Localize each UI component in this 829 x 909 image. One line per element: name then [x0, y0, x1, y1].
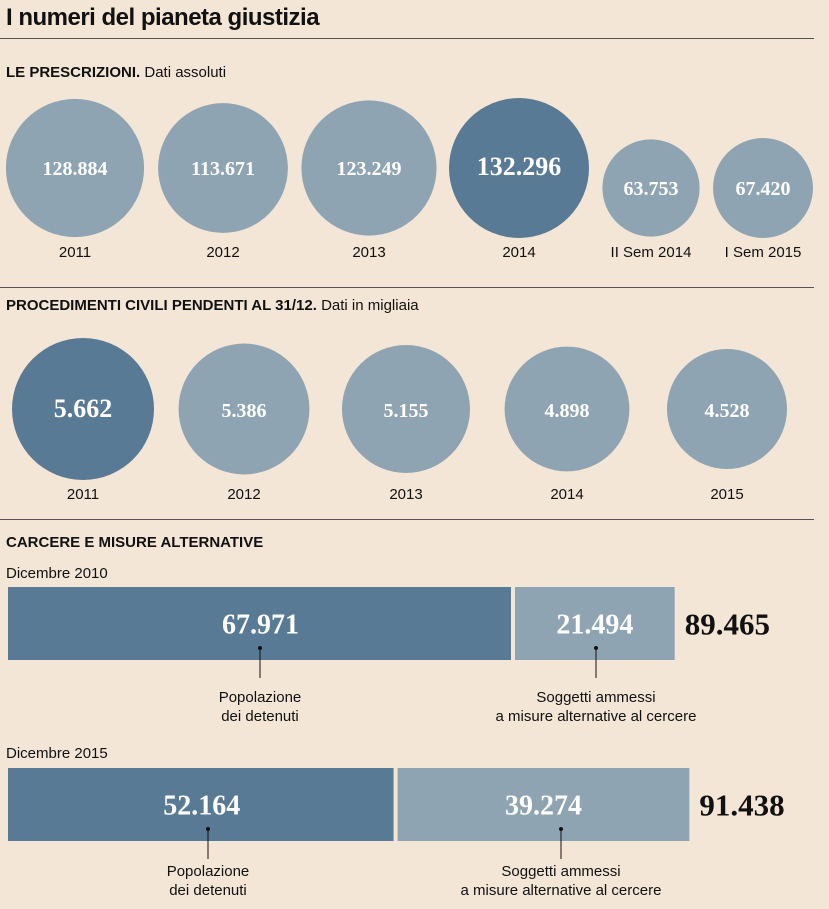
bubble-category-label: 2012 [227, 486, 260, 503]
bubble-2013 [341, 344, 471, 474]
bubble-2014 [504, 346, 630, 472]
leader-dot [559, 827, 563, 831]
page-title: I numeri del pianeta giustizia [6, 4, 320, 31]
bar-value-label: 21.494 [556, 610, 633, 641]
section-header-prescrizioni: LE PRESCRIZIONI. Dati assoluti [6, 64, 226, 81]
bubble-ii-sem-2014 [602, 139, 700, 237]
bar-value-label: 67.971 [222, 610, 299, 641]
bubble-category-label: 2015 [710, 486, 743, 503]
bubble-value-label: 113.671 [191, 158, 255, 180]
bubble-category-label: II Sem 2014 [611, 244, 692, 261]
bar-total-label: 89.465 [685, 607, 770, 642]
bubble-category-label: 2014 [502, 244, 535, 261]
bubble-category-label: I Sem 2015 [725, 244, 802, 261]
row-label-2015: Dicembre 2015 [6, 745, 108, 762]
bubble-2014 [449, 98, 589, 238]
bubble-category-label: 2012 [206, 244, 239, 261]
section-subtitle: Dati in migliaia [321, 297, 419, 314]
bar-note-misure-2010: Soggetti ammessi a misure alternative al… [495, 689, 697, 725]
section-title: LE PRESCRIZIONI. [6, 64, 141, 81]
bubble-category-label: 2013 [389, 486, 422, 503]
leader-dot [206, 827, 210, 831]
bar-note-misure-2015: Soggetti ammessi a misure alternative al… [460, 863, 662, 899]
section-header-carcere: CARCERE E MISURE ALTERNATIVE [6, 534, 263, 551]
bubble-value-label: 132.296 [477, 152, 562, 181]
bubble-i-sem-2015 [713, 138, 813, 238]
divider [0, 519, 814, 520]
divider [0, 38, 814, 39]
bar-total-label: 91.438 [699, 788, 784, 823]
bubble-value-label: 4.528 [705, 400, 750, 422]
section-header-procedimenti: PROCEDIMENTI CIVILI PENDENTI AL 31/12. D… [6, 297, 419, 314]
section-subtitle: Dati assoluti [144, 64, 227, 81]
bar-note-detenuti-2015: Popolazione dei detenuti [166, 863, 250, 899]
bubble-2015 [666, 348, 788, 470]
bar-segment-misure [397, 768, 690, 841]
bar-segment-detenuti [8, 768, 394, 841]
bar-value-label: 39.274 [505, 791, 582, 822]
bubble-2011 [12, 338, 154, 480]
section-title: CARCERE E MISURE ALTERNATIVE [6, 534, 264, 551]
bubble-value-label: 63.753 [624, 178, 679, 200]
bubble-2013 [301, 100, 437, 236]
bubble-value-label: 5.155 [384, 400, 429, 422]
bubble-2012 [158, 103, 288, 233]
leader-dot [258, 646, 262, 650]
bar-note-detenuti-2010: Popolazione dei detenuti [218, 689, 302, 725]
bubble-2012 [178, 343, 310, 475]
bubble-category-label: 2014 [550, 486, 583, 503]
bubble-value-label: 5.386 [222, 400, 267, 422]
section-title: PROCEDIMENTI CIVILI PENDENTI AL 31/12. [6, 297, 317, 314]
bubble-value-label: 5.662 [54, 394, 113, 423]
bubble-2011 [5, 98, 145, 238]
bubble-value-label: 4.898 [545, 400, 590, 422]
bubble-category-label: 2011 [67, 486, 99, 503]
bubble-value-label: 128.884 [43, 158, 108, 180]
divider [0, 287, 814, 288]
leader-dot [594, 646, 598, 650]
bubble-category-label: 2011 [59, 244, 91, 261]
bubble-category-label: 2013 [352, 244, 385, 261]
bubble-value-label: 123.249 [337, 158, 402, 180]
bubble-value-label: 67.420 [736, 178, 791, 200]
bar-value-label: 52.164 [163, 791, 240, 822]
row-label-2010: Dicembre 2010 [6, 565, 108, 582]
